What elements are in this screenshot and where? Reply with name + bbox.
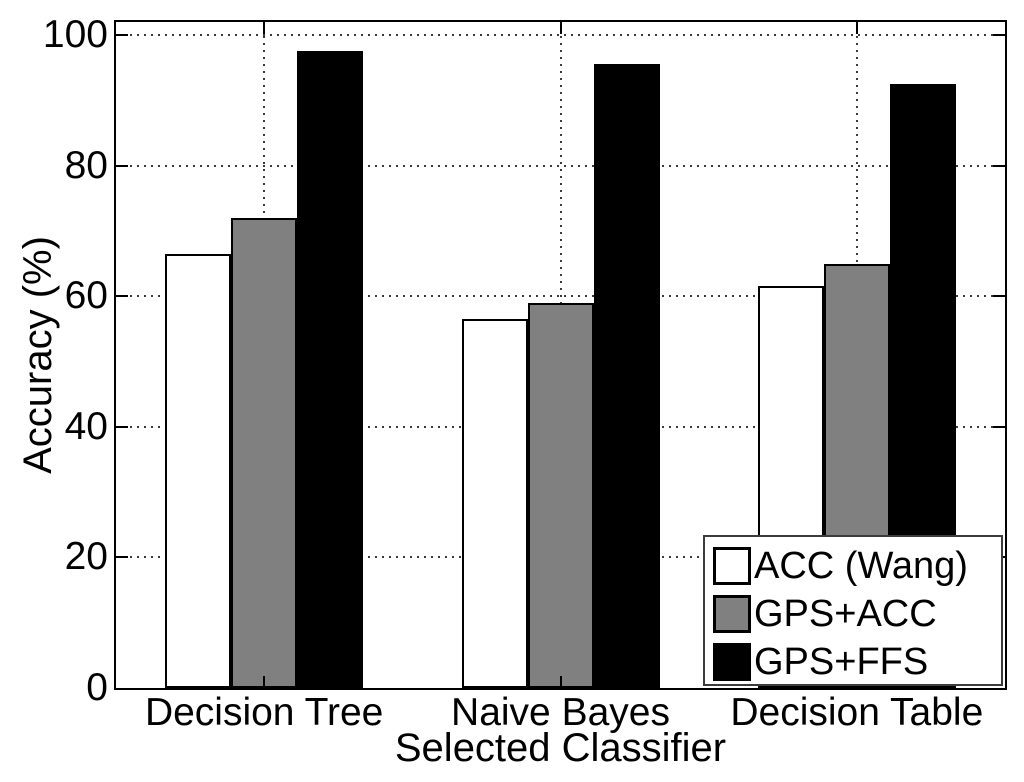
legend-label-acc-wang: ACC (Wang) [754, 545, 968, 587]
legend: ACC (Wang) GPS+ACC GPS+FFS [703, 535, 1003, 686]
x-axis-label: Selected Classifier [394, 726, 727, 770]
bar-decision-tree-gps-ffs [297, 51, 364, 688]
xtick-label-decision-tree: Decision Tree [144, 691, 384, 734]
bar-naive-bayes-gps-ffs [593, 64, 660, 688]
ytick-mark-left-40 [116, 425, 128, 428]
legend-label-gps-acc: GPS+ACC [754, 593, 937, 635]
ytick-mark-left-20 [116, 556, 128, 559]
ytick-mark-left-100 [116, 34, 128, 37]
xtick-mark-bottom-naive-bayes [559, 676, 562, 688]
ytick-mark-right-40 [993, 425, 1005, 428]
xtick-mark-bottom-decision-tree [263, 676, 266, 688]
ytick-label-100: 100 [42, 13, 108, 57]
ytick-mark-right-60 [993, 295, 1005, 298]
bar-decision-tree-gps-acc [231, 217, 298, 688]
bar-naive-bayes-acc-wang [461, 319, 528, 688]
legend-swatch-acc-wang [713, 547, 751, 585]
legend-row-gps-acc: GPS+ACC [713, 590, 1001, 638]
ytick-label-0: 0 [86, 666, 108, 709]
ytick-mark-left-80 [116, 164, 128, 167]
legend-row-acc-wang: ACC (Wang) [713, 542, 1001, 590]
legend-swatch-gps-acc [713, 595, 751, 633]
xtick-label-decision-table: Decision Table [730, 691, 984, 734]
ytick-label-80: 80 [64, 143, 108, 187]
legend-swatch-gps-ffs [713, 643, 751, 681]
legend-row-gps-ffs: GPS+FFS [713, 638, 1001, 686]
ytick-mark-right-80 [993, 164, 1005, 167]
ytick-mark-left-60 [116, 295, 128, 298]
bar-decision-tree-acc-wang [165, 253, 232, 688]
xtick-mark-top-decision-table [855, 22, 858, 34]
xtick-mark-top-decision-tree [263, 22, 266, 34]
xtick-mark-top-naive-bayes [559, 22, 562, 34]
ytick-label-20: 20 [64, 535, 108, 579]
ytick-mark-right-100 [993, 34, 1005, 37]
ytick-label-40: 40 [64, 404, 108, 448]
ytick-label-60: 60 [64, 274, 108, 318]
xtick-label-naive-bayes: Naive Bayes [451, 691, 670, 734]
legend-label-gps-ffs: GPS+FFS [754, 641, 929, 683]
bar-naive-bayes-gps-acc [527, 302, 594, 688]
